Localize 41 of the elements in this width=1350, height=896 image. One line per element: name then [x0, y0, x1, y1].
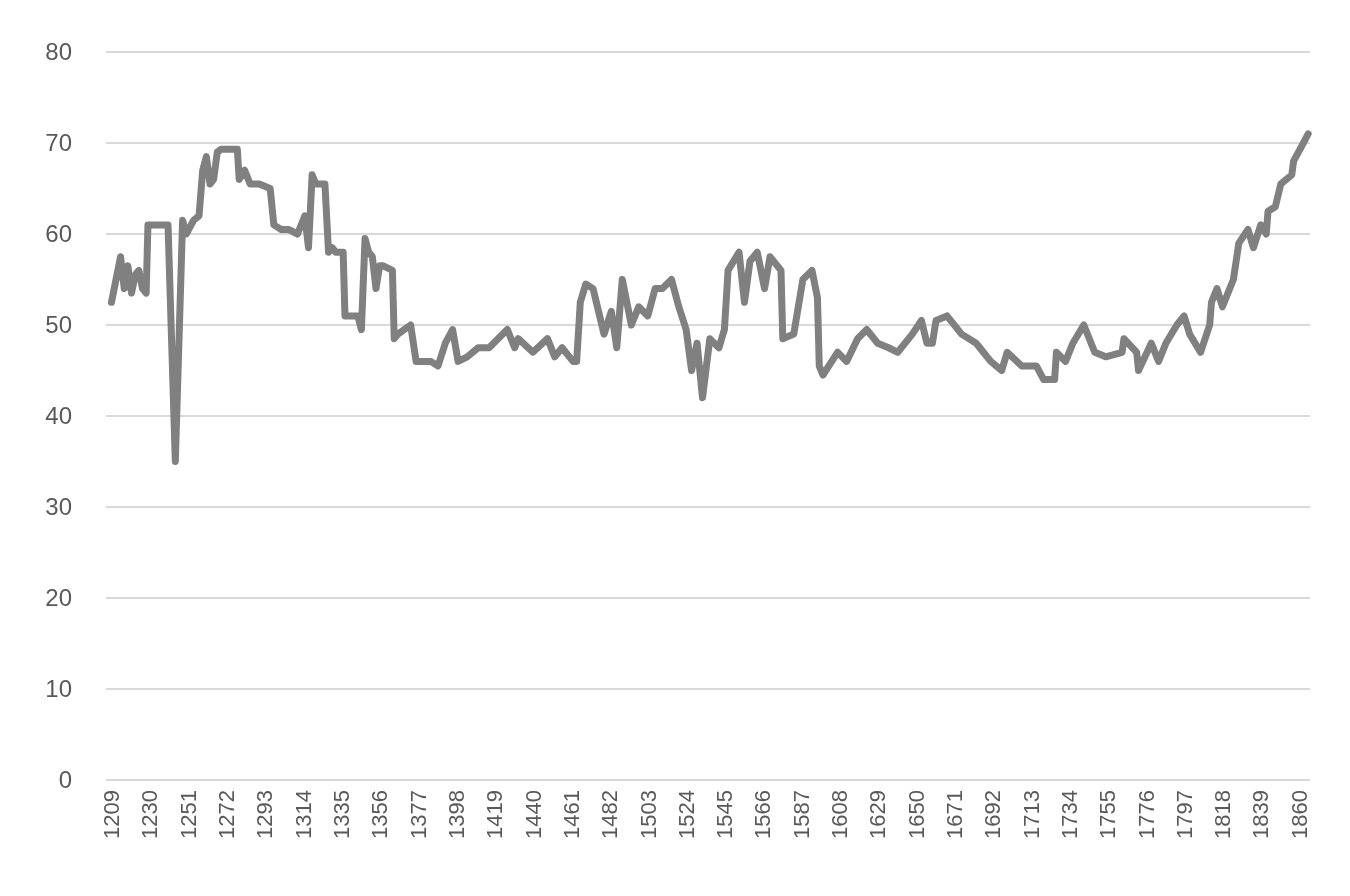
- x-tick-label: 1776: [1133, 790, 1159, 839]
- x-tick-label: 1209: [99, 790, 125, 839]
- x-tick-label: 1860: [1286, 790, 1312, 839]
- x-tick-label: 1419: [482, 790, 508, 839]
- x-tick-label: 1461: [558, 790, 584, 839]
- x-tick-label: 1545: [712, 790, 738, 839]
- x-tick-label: 1839: [1248, 790, 1274, 839]
- x-tick-label: 1524: [673, 790, 699, 839]
- x-tick-label: 1734: [1056, 790, 1082, 839]
- x-tick-label: 1230: [137, 790, 163, 839]
- x-tick-label: 1587: [788, 790, 814, 839]
- x-tick-label: 1314: [290, 790, 316, 839]
- y-tick-label: 70: [45, 129, 72, 157]
- x-tick-label: 1398: [443, 790, 469, 839]
- x-tick-label: 1293: [252, 790, 278, 839]
- y-tick-label: 30: [45, 493, 72, 521]
- x-tick-label: 1713: [1018, 790, 1044, 839]
- x-tick-label: 1629: [865, 790, 891, 839]
- x-tick-label: 1650: [903, 790, 929, 839]
- x-tick-label: 1272: [214, 790, 240, 839]
- x-tick-label: 1251: [175, 790, 201, 839]
- y-tick-label: 50: [45, 311, 72, 339]
- x-tick-label: 1482: [597, 790, 623, 839]
- x-tick-label: 1335: [329, 790, 355, 839]
- y-tick-label: 60: [45, 220, 72, 248]
- x-tick-label: 1818: [1210, 790, 1236, 839]
- x-tick-label: 1503: [635, 790, 661, 839]
- y-tick-label: 40: [45, 402, 72, 430]
- y-tick-label: 20: [45, 584, 72, 612]
- y-tick-label: 10: [45, 675, 72, 703]
- x-tick-label: 1566: [750, 790, 776, 839]
- x-tick-label: 1755: [1095, 790, 1121, 839]
- y-tick-label: 80: [45, 38, 72, 66]
- x-tick-label: 1356: [367, 790, 393, 839]
- x-tick-label: 1692: [980, 790, 1006, 839]
- y-tick-label: 0: [58, 766, 72, 794]
- x-tick-label: 1797: [1171, 790, 1197, 839]
- x-tick-label: 1440: [520, 790, 546, 839]
- x-tick-label: 1608: [827, 790, 853, 839]
- x-tick-label: 1377: [405, 790, 431, 839]
- x-tick-label: 1671: [941, 790, 967, 839]
